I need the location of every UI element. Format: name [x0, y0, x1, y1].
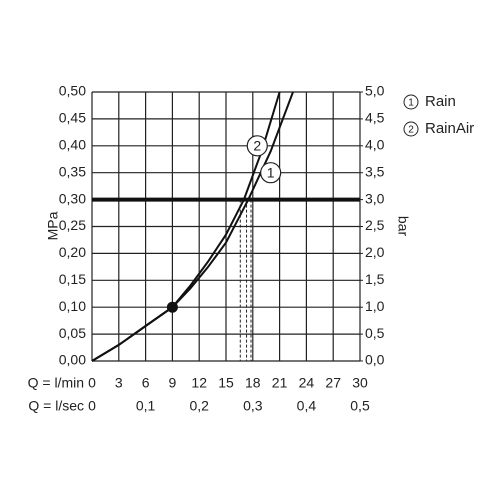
x-tick-label: 30 — [352, 375, 368, 391]
series-line — [91, 91, 281, 362]
data-point — [166, 301, 178, 313]
x-tick-label: 21 — [272, 375, 288, 391]
legend-label: Rain — [425, 93, 456, 110]
x-tick-label: 24 — [299, 375, 315, 391]
x2-tick-label: 0,2 — [189, 398, 209, 414]
y2-tick-label: 5,0 — [365, 83, 385, 99]
x-axis-label: Q = l/min — [28, 375, 84, 391]
curve-marker-label: 1 — [267, 164, 275, 180]
y2-tick-label: 3,0 — [365, 190, 385, 206]
y-axis-label: MPa — [45, 211, 61, 240]
y2-tick-label: 2,5 — [365, 217, 385, 233]
y-tick-label: 0,45 — [59, 110, 86, 126]
y2-tick-label: 4,5 — [365, 110, 385, 126]
y-tick-label: 0,35 — [59, 163, 86, 179]
y-tick-label: 0,00 — [59, 352, 86, 368]
y-tick-label: 0,20 — [59, 244, 86, 260]
y2-tick-label: 4,0 — [365, 137, 385, 153]
x-tick-label: 18 — [245, 375, 261, 391]
y2-tick-label: 1,5 — [365, 271, 385, 287]
y-tick-label: 0,25 — [59, 217, 86, 233]
x-tick-label: 27 — [325, 375, 341, 391]
curve-marker-label: 2 — [253, 138, 261, 154]
y-tick-label: 0,40 — [59, 137, 86, 153]
legend-marker-circle — [403, 121, 419, 137]
y2-tick-label: 1,0 — [365, 298, 385, 314]
y2-tick-label: 3,5 — [365, 163, 385, 179]
x2-tick-label: 0 — [88, 398, 96, 414]
legend-marker-label: 2 — [408, 125, 414, 136]
x-tick-label: 15 — [218, 375, 234, 391]
x2-tick-label: 0,4 — [297, 398, 317, 414]
x2-tick-label: 0,5 — [350, 398, 370, 414]
y-tick-label: 0,15 — [59, 271, 86, 287]
y-tick-label: 0,10 — [59, 298, 86, 314]
x2-axis-label: Q = l/sec — [28, 398, 84, 414]
y-tick-label: 0,05 — [59, 325, 86, 341]
curve-marker-circle — [260, 162, 282, 184]
y2-tick-label: 0,5 — [365, 325, 385, 341]
y-tick-label: 0,30 — [59, 190, 86, 206]
x-tick-label: 6 — [142, 375, 150, 391]
y2-tick-label: 0,0 — [365, 352, 385, 368]
y2-axis-label: bar — [395, 216, 411, 237]
legend-marker-label: 1 — [408, 98, 414, 109]
curve-marker-circle — [246, 135, 268, 157]
x-tick-label: 12 — [191, 375, 207, 391]
x-tick-label: 0 — [88, 375, 96, 391]
y2-tick-label: 2,0 — [365, 244, 385, 260]
legend-marker-circle — [403, 94, 419, 110]
legend-label: RainAir — [425, 120, 474, 137]
x2-tick-label: 0,3 — [243, 398, 263, 414]
x-tick-label: 3 — [115, 375, 123, 391]
x2-tick-label: 0,1 — [136, 398, 156, 414]
x-tick-label: 9 — [169, 375, 177, 391]
y-tick-label: 0,50 — [59, 83, 86, 99]
